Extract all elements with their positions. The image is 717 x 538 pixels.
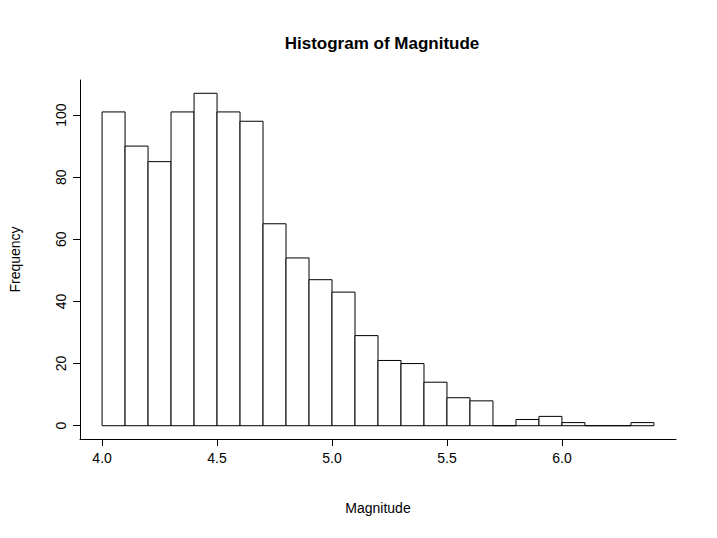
- svg-text:Histogram of Magnitude: Histogram of Magnitude: [285, 34, 480, 53]
- svg-text:80: 80: [53, 169, 69, 185]
- svg-text:Magnitude: Magnitude: [345, 500, 411, 516]
- svg-text:5.5: 5.5: [437, 450, 457, 466]
- svg-text:6.0: 6.0: [552, 450, 572, 466]
- svg-text:20: 20: [53, 356, 69, 372]
- svg-text:4.5: 4.5: [207, 450, 227, 466]
- svg-text:40: 40: [53, 293, 69, 309]
- svg-text:5.0: 5.0: [322, 450, 342, 466]
- svg-text:0: 0: [53, 422, 69, 430]
- svg-text:100: 100: [53, 103, 69, 127]
- svg-text:Frequency: Frequency: [7, 226, 23, 292]
- svg-text:4.0: 4.0: [92, 450, 112, 466]
- svg-text:60: 60: [53, 231, 69, 247]
